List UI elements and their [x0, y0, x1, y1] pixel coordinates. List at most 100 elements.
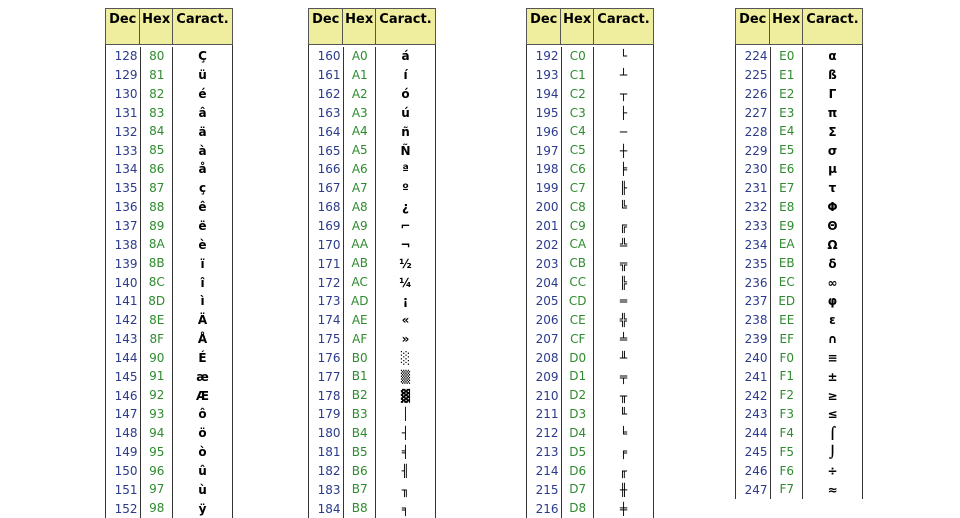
table-row: 178 B2 ▓ — [309, 386, 435, 406]
dec-cell: 145 — [114, 369, 138, 384]
hex-cell: A6 — [343, 160, 376, 179]
char-cell: é — [198, 87, 207, 102]
dec-cell: 138 — [114, 237, 138, 252]
hex-cell: E1 — [770, 65, 803, 85]
dec-cell: 168 — [317, 200, 341, 215]
dec-cell: 203 — [535, 256, 559, 271]
table-row: 196 C4 ─ — [527, 122, 653, 142]
hex-cell: F0 — [770, 348, 803, 368]
char-cell: ≥ — [827, 388, 838, 403]
table-row: 212 D4 ╘ — [527, 423, 653, 443]
table-body: 192 C0 └ 193 C1 ┴ 194 C2 ┬ 195 C3 ├ 196 C4 ─ 197 C5 ┼ 198 C… — [526, 45, 654, 518]
char-cell: ╖ — [401, 482, 410, 497]
hex-cell: 87 — [140, 178, 173, 198]
table-row: 176 B0 ░ — [309, 348, 435, 368]
table-row: 242 F2 ≥ — [736, 386, 862, 406]
dec-cell: 131 — [114, 105, 138, 120]
dec-cell: 172 — [317, 275, 341, 290]
dec-cell: 160 — [317, 49, 341, 64]
hex-cell: C0 — [561, 47, 594, 66]
char-cell: ┬ — [619, 87, 628, 102]
dec-cell: 173 — [317, 294, 341, 309]
dec-cell: 244 — [744, 426, 768, 441]
hex-cell: A0 — [343, 47, 376, 66]
table-row: 143 8F Å — [106, 329, 232, 349]
char-cell: É — [198, 350, 207, 365]
char-header: Caract. — [379, 12, 432, 27]
table-row: 136 88 ê — [106, 197, 232, 217]
dec-header: Dec — [527, 9, 562, 44]
dec-cell: 164 — [317, 124, 341, 139]
table-row: 200 C8 ╚ — [527, 197, 653, 217]
char-cell: ê — [198, 200, 207, 215]
hex-cell: D1 — [561, 367, 594, 387]
ascii-table: Dec Hex Caract. 192 C0 └ 193 C1 ┴ 194 C2 ┬ 195 C3 ├ 196… — [526, 8, 654, 518]
table-row: 228 E4 Σ — [736, 122, 862, 142]
table-row: 129 81 ü — [106, 65, 232, 85]
hex-header: Hex — [770, 9, 803, 44]
table-row: 141 8D ì — [106, 291, 232, 311]
dec-cell: 179 — [317, 407, 341, 422]
dec-cell: 181 — [317, 445, 341, 460]
table-row: 182 B6 ╢ — [309, 461, 435, 481]
hex-cell: C4 — [561, 122, 594, 142]
table-row: 171 AB ½ — [309, 254, 435, 274]
hex-cell: D4 — [561, 423, 594, 443]
char-cell: ┤ — [401, 426, 410, 441]
hex-cell: AE — [343, 310, 376, 330]
hex-cell: C7 — [561, 178, 594, 198]
table-row: 132 84 ä — [106, 122, 232, 142]
dec-cell: 169 — [317, 219, 341, 234]
table-row: 181 B5 ╡ — [309, 442, 435, 462]
hex-cell: B1 — [343, 367, 376, 387]
hex-header: Hex — [343, 9, 376, 44]
hex-cell: E2 — [770, 84, 803, 104]
char-cell: ¼ — [399, 275, 412, 290]
hex-cell: A2 — [343, 84, 376, 104]
char-cell: δ — [828, 256, 837, 271]
hex-cell: A4 — [343, 122, 376, 142]
dec-cell: 247 — [744, 482, 768, 497]
dec-cell: 208 — [535, 350, 559, 365]
char-cell: ╦ — [619, 256, 628, 271]
table-row: 232 E8 Φ — [736, 197, 862, 217]
dec-cell: 241 — [744, 369, 768, 384]
hex-cell: E4 — [770, 122, 803, 142]
char-cell: ≡ — [827, 350, 838, 365]
hex-cell: CE — [561, 310, 594, 330]
char-cell: ░ — [400, 350, 411, 365]
table-row: 204 CC ╠ — [527, 273, 653, 292]
table-row: 246 F6 ÷ — [736, 461, 862, 481]
char-cell: σ — [827, 143, 838, 158]
table-row: 161 A1 í — [309, 65, 435, 85]
char-cell: ▒ — [400, 369, 411, 384]
hex-cell: AD — [343, 291, 376, 311]
hex-cell: C2 — [561, 84, 594, 104]
char-cell: Å — [197, 332, 208, 347]
table-row: 215 D7 ╫ — [527, 480, 653, 500]
table-row: 203 CB ╦ — [527, 254, 653, 274]
table-row: 214 D6 ╓ — [527, 461, 653, 481]
char-cell: ╟ — [619, 181, 628, 196]
table-row: 230 E6 µ — [736, 160, 862, 179]
ascii-table: Dec Hex Caract. 160 A0 á 161 A1 í 162 A2 ó 163 A3 ú 164… — [308, 8, 436, 518]
hex-cell: EF — [770, 329, 803, 349]
hex-cell: 90 — [140, 348, 173, 368]
table-row: 144 90 É — [106, 348, 232, 368]
dec-cell: 167 — [317, 181, 341, 196]
char-cell: ╫ — [619, 482, 628, 497]
dec-cell: 183 — [317, 482, 341, 497]
char-cell: │ — [401, 407, 410, 422]
hex-cell: E7 — [770, 178, 803, 198]
char-cell: à — [198, 143, 207, 158]
dec-cell: 175 — [317, 332, 341, 347]
char-cell: Ω — [827, 237, 838, 252]
hex-cell: CB — [561, 254, 594, 274]
dec-cell: 146 — [114, 388, 138, 403]
table-row: 208 D0 ╨ — [527, 348, 653, 368]
table-row: 145 91 æ — [106, 367, 232, 387]
dec-cell: 240 — [744, 350, 768, 365]
hex-cell: D6 — [561, 461, 594, 481]
table-row: 226 E2 Γ — [736, 84, 862, 104]
char-cell: ß — [828, 68, 837, 83]
